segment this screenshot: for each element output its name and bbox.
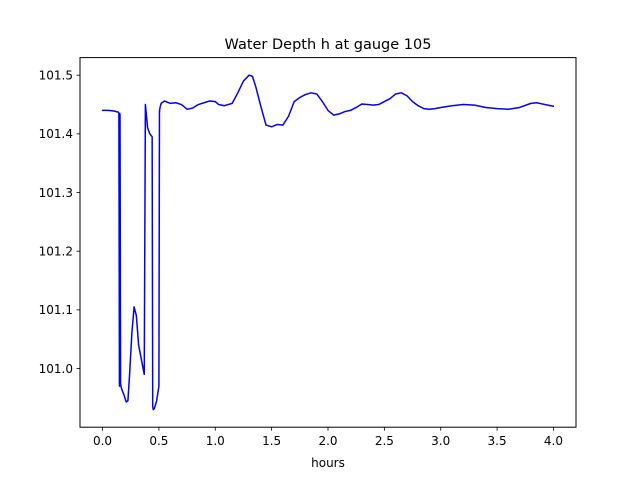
x-tick-label: 0.5: [149, 434, 168, 448]
x-tick-label: 2.5: [375, 434, 394, 448]
y-tick-label: 101.0: [39, 362, 73, 376]
x-tick-label: 3.0: [431, 434, 450, 448]
x-tick-label: 3.5: [488, 434, 507, 448]
x-tick-label: 4.0: [544, 434, 563, 448]
x-tick-label: 1.0: [206, 434, 225, 448]
x-tick-label: 1.5: [262, 434, 281, 448]
y-tick-label: 101.3: [39, 186, 73, 200]
series-line: [101, 74, 555, 411]
x-tick-label: 0.0: [93, 434, 112, 448]
x-axis-label: hours: [311, 456, 345, 470]
y-tick-label: 101.2: [39, 245, 73, 259]
y-axis: 101.0 101.1 101.2 101.3 101.4 101.5: [39, 69, 80, 376]
x-tick-label: 2.0: [318, 434, 337, 448]
y-tick-label: 101.4: [39, 127, 73, 141]
chart-title: Water Depth h at gauge 105: [225, 37, 432, 53]
y-tick-label: 101.5: [39, 69, 73, 83]
x-axis: 0.0 0.5 1.0 1.5 2.0 2.5 3.0 3.5 4.0: [93, 427, 563, 448]
series-layer: [101, 74, 555, 411]
y-tick-label: 101.1: [39, 303, 73, 317]
